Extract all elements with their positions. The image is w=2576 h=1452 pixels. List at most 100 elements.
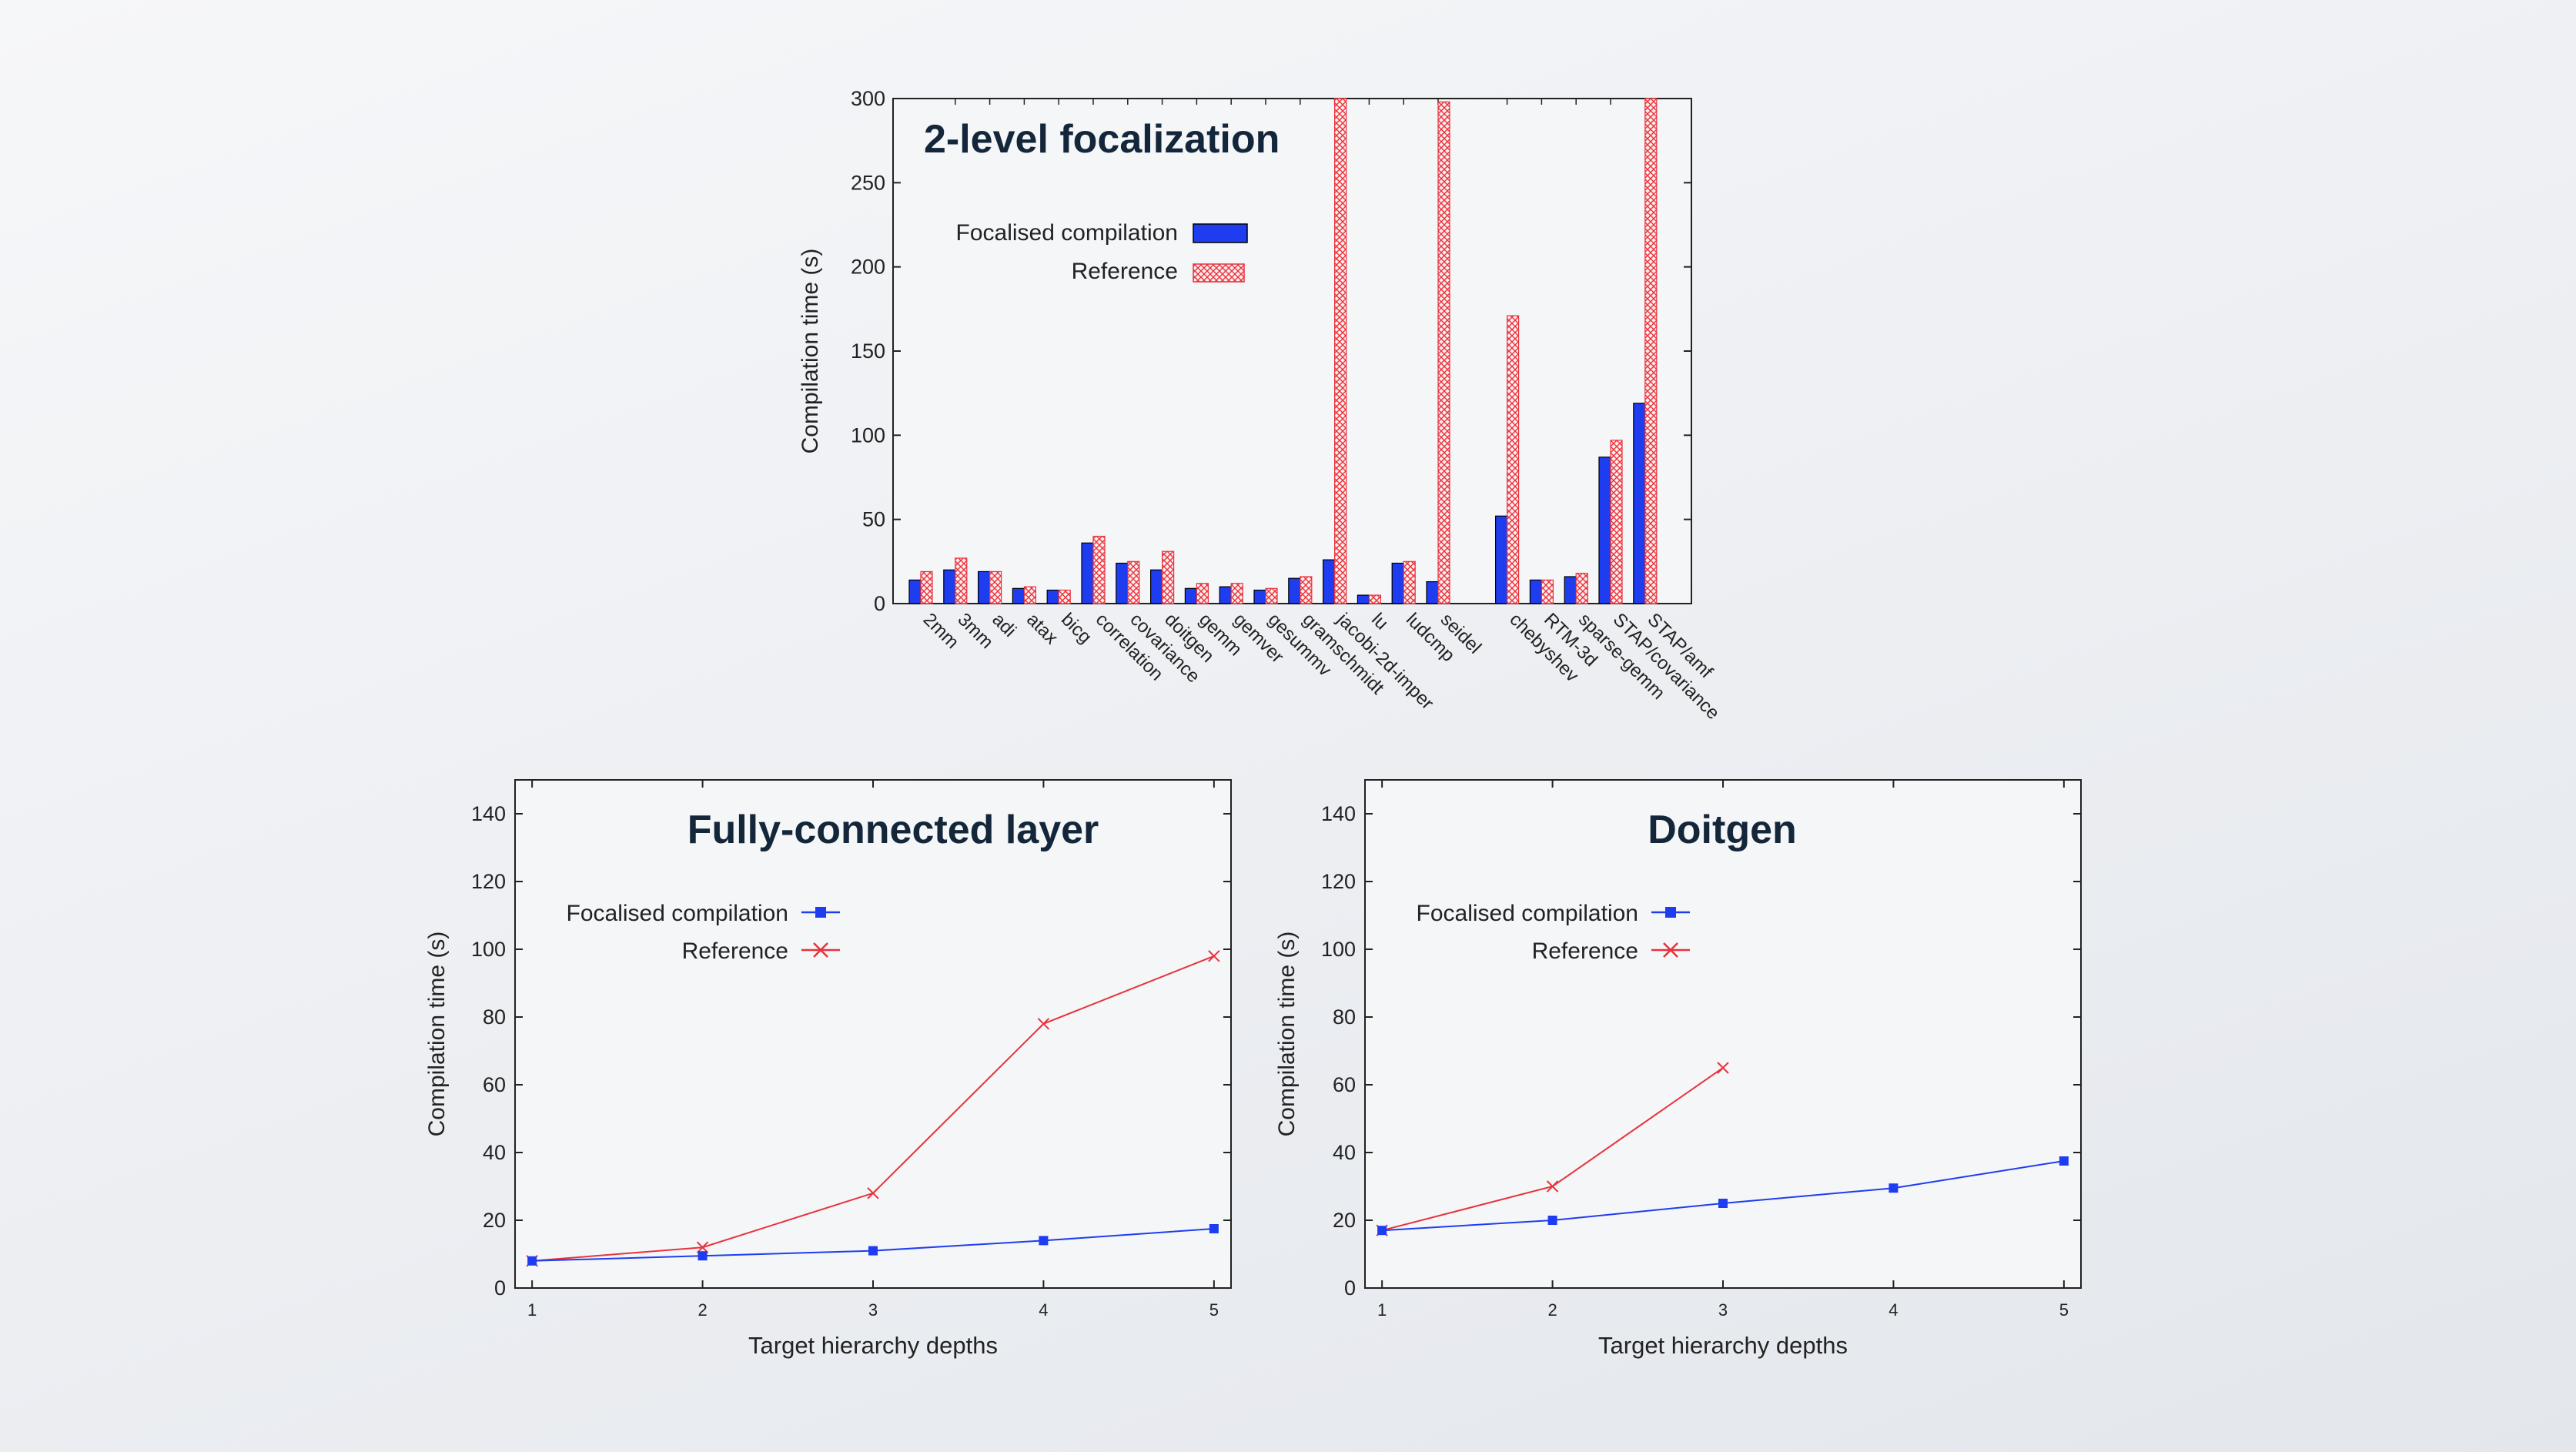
y-tick-label: 80 [1333,1005,1356,1029]
bar-reference-stap-amf [1644,98,1658,604]
x-tick-label: 4 [1889,1300,1898,1320]
x-tick-label-3mm: 3mm [954,609,998,653]
y-tick-label: 140 [471,802,506,825]
y-tick-label: 0 [494,1276,506,1300]
point-focalised [1039,1236,1049,1246]
bar-focalised-gemm [1184,587,1198,604]
legend-swatch-reference [1193,263,1245,283]
legend-label-reference: Reference [682,938,788,964]
bar-focalised-gesummv [1253,589,1266,604]
point-focalised [698,1251,708,1261]
legend-label-focalised: Focalised compilation [567,901,788,926]
bar-focalised-3mm [943,569,956,604]
bar-reference-sparse-gemm [1575,573,1588,604]
y-tick-label: 50 [862,508,885,531]
point-reference [1208,950,1220,962]
bar-focalised-lu [1357,594,1370,604]
bar-focalised-2mm [908,579,922,604]
bar-focalised-ludcmp [1391,562,1404,604]
y-tick-label: 60 [1333,1073,1356,1096]
x-tick-label: 1 [1377,1300,1387,1320]
bar-focalised-sparse-gemm [1564,576,1577,604]
bar-focalised-chebyshev [1494,515,1508,604]
bar-reference-bicg [1058,589,1071,604]
bar-reference-2mm [920,570,933,604]
y-tick-label: 140 [1321,802,1356,825]
x-tick-label-atax: atax [1022,609,1062,648]
y-tick-label: 100 [471,938,506,961]
bar-reference-gramschmidt [1300,576,1313,604]
point-focalised [868,1246,878,1256]
bar-reference-atax [1023,586,1037,604]
chart-title: 2-level focalization [924,117,1280,162]
bar-reference-seidel [1437,101,1450,604]
point-reference [1717,1062,1729,1074]
y-axis-label: Compilation time (s) [1274,932,1300,1137]
point-focalised [1377,1226,1387,1236]
x-tick-label: 1 [527,1300,537,1320]
legend-marker-reference [1663,942,1678,958]
bar-reference-jacobi-2d-imper [1333,98,1347,604]
point-focalised [1209,1224,1219,1233]
plot-area [1364,779,2082,1289]
y-tick-label: 80 [483,1005,506,1029]
legend-label-reference: Reference [1072,259,1178,284]
point-focalised [1547,1216,1557,1225]
x-tick-label: 3 [1718,1300,1728,1320]
y-tick-label: 150 [851,340,885,363]
x-tick-label: 5 [1209,1300,1219,1320]
bar-focalised-atax [1012,587,1025,604]
chart-title: Fully-connected layer [687,808,1099,852]
bar-focalised-jacobi-2d-imper [1322,559,1336,604]
point-focalised [1889,1183,1899,1193]
plot-area [892,98,1692,604]
point-focalised [1718,1199,1728,1208]
bar-reference-correlation [1092,535,1106,604]
x-tick-label-2mm: 2mm [919,609,963,653]
bar-focalised-bicg [1046,589,1059,604]
bar-reference-gemver [1230,583,1243,604]
y-tick-label: 40 [483,1141,506,1164]
bar-reference-adi [989,570,1002,604]
point-focalised [2059,1156,2069,1166]
y-tick-label: 200 [851,256,885,279]
bar-reference-rtm-3d [1541,579,1554,604]
x-tick-label: 5 [2059,1300,2069,1320]
x-axis-label: Target hierarchy depths [1598,1332,1848,1359]
legend-marker-reference [813,942,828,958]
plot-area [514,779,1232,1289]
y-tick-label: 250 [851,171,885,194]
bar-reference-lu [1368,594,1382,604]
legend-label-focalised: Focalised compilation [956,220,1178,246]
x-axis-label: Target hierarchy depths [748,1332,998,1359]
bar-focalised-covariance [1116,562,1129,604]
legend-label-focalised: Focalised compilation [1417,901,1638,926]
y-tick-label: 100 [851,423,885,447]
point-focalised [527,1256,537,1266]
line-chart-doitgen: 0 20 40 60 80 100 120 140 1 2 3 4 5 Doitgen Target hie… [1274,779,2082,1359]
bar-reference-3mm [955,557,968,604]
point-reference [1546,1180,1559,1193]
y-axis-label: Compilation time (s) [424,932,450,1137]
chart-title: Doitgen [1648,808,1797,852]
legend-swatch-focalised [1193,223,1248,243]
bar-reference-chebyshev [1506,315,1520,604]
bar-reference-doitgen [1161,550,1175,604]
y-tick-label: 0 [874,592,885,615]
y-tick-label: 300 [851,87,885,110]
point-reference [1037,1018,1050,1030]
bar-focalised-rtm-3d [1529,579,1543,604]
x-tick-label-bicg: bicg [1057,609,1096,647]
y-axis-label: Compilation time (s) [798,249,823,454]
legend-marker-focalised [1665,907,1676,918]
bar-focalised-gramschmidt [1288,577,1301,604]
point-reference [867,1187,879,1199]
x-tick-label: 2 [1547,1300,1557,1320]
bar-focalised-stap-amf [1633,403,1646,604]
y-tick-label: 100 [1321,938,1356,961]
bar-focalised-correlation [1081,542,1094,604]
x-tick-label-lu: lu [1367,609,1392,634]
bar-focalised-seidel [1426,580,1439,604]
